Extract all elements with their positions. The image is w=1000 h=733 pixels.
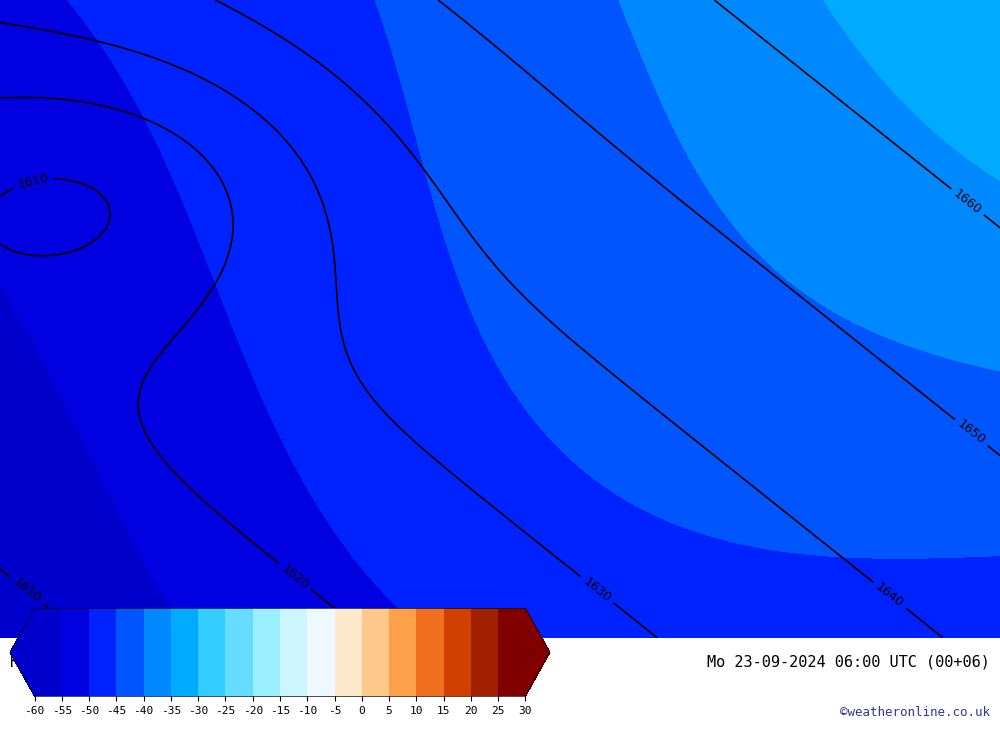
Text: 1610: 1610 — [17, 172, 50, 191]
Text: Mo 23-09-2024 06:00 UTC (00+06): Mo 23-09-2024 06:00 UTC (00+06) — [707, 655, 990, 670]
PathPatch shape — [10, 608, 35, 696]
Text: 1630: 1630 — [580, 575, 613, 605]
Text: ©weatheronline.co.uk: ©weatheronline.co.uk — [840, 706, 990, 718]
Text: 1620: 1620 — [279, 562, 312, 592]
PathPatch shape — [525, 608, 550, 696]
Text: 1650: 1650 — [955, 418, 988, 448]
Text: Height/Temp. 100 hPa [gdmp][°C] NAM: Height/Temp. 100 hPa [gdmp][°C] NAM — [10, 655, 329, 670]
Text: 1660: 1660 — [951, 187, 984, 217]
Text: 1640: 1640 — [873, 581, 906, 610]
Text: 1610: 1610 — [10, 575, 43, 605]
